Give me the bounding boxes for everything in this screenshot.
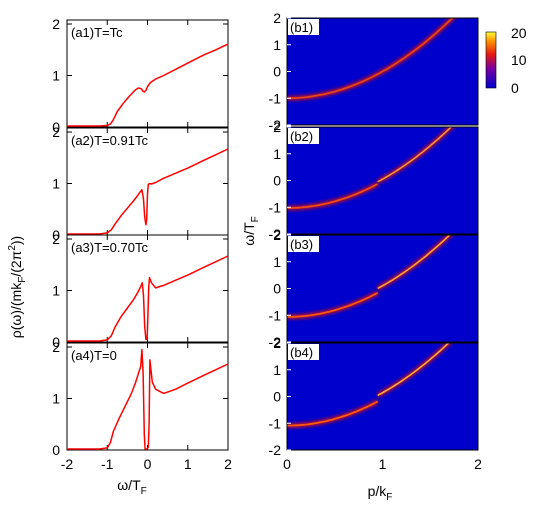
colorbar [485,31,497,89]
y-tick-label: 2 [273,227,281,243]
panel-label: (b3) [290,237,313,252]
left-panel-1: 0 1 2 (a1)T=Tc [52,16,229,135]
y-tick-label: -1 [269,90,282,106]
y-tick-label: 0 [273,173,281,189]
heatmap-panel-1: 2 1 0 -1 -2 (b1) [269,10,479,133]
right-heatmap-panels: 2 1 0 -1 -2 (b1) 2 1 0 -1 -2 (b2) 2 1 0 -1 -2 (b3) 2 1 0 -1 -2… [269,10,483,472]
heatmap-panel-4: 2 1 0 -1 -2 (b4) [269,335,479,458]
dispersion-band [287,127,455,211]
x-tick-label: 2 [474,456,482,472]
y-tick-label: -2 [269,117,282,133]
left-y-axis-label: ρ(ω)/(mkF/(2π2)) [7,236,28,338]
left-x-axis-label: ω/TF [117,477,146,497]
right-y-axis-label: ω/TF [241,216,261,245]
y-tick-label: 2 [52,16,60,32]
left-panel-4: 0 1 2 (a4)T=0 [52,339,229,458]
y-tick-label: 1 [273,146,281,162]
colorbar-tick-0: 0 [511,80,519,96]
left-panel-3: 0 1 2 (a3)T=0.70Tc [52,231,229,350]
y-tick-label: 1 [273,37,281,53]
colorbar-gradient [485,31,497,89]
y-tick-label: -1 [269,307,282,323]
panel-label-box [288,344,319,360]
colorbar-tick-20: 20 [511,25,527,41]
y-tick-label: 0 [273,389,281,405]
series-line [67,148,229,235]
heatmap-background [287,343,478,450]
y-tick-label: 0 [52,334,60,350]
y-tick-label: 1 [52,391,60,407]
y-tick-label: -2 [269,442,282,458]
series-line [67,348,229,450]
band-core-upper [377,127,453,183]
x-tick-label: -1 [101,456,114,472]
y-tick-label: 2 [52,339,60,355]
y-tick-label: -1 [269,199,282,215]
panel-label: (b2) [290,129,313,144]
band-core-lower [287,183,379,209]
left-line-panels: 0 1 2 (a1)T=Tc 0 1 2 (a2)T=0.91Tc 0 1 2 (a3)T=0.70T… [52,16,232,472]
band-core-upper [377,235,451,290]
y-tick-label: 2 [273,119,281,135]
panel-frame [66,19,229,128]
panel-label: (a2)T=0.91Tc [71,133,148,148]
heatmap-panel-3: 2 1 0 -1 -2 (b3) [269,227,479,350]
heatmap-panel-2: 2 1 0 -1 -2 (b2) [269,119,479,242]
y-tick-label: 2 [52,124,60,140]
y-tick-label: 1 [273,362,281,378]
y-tick-label: 2 [273,335,281,351]
series-line [67,43,229,127]
y-tick-label: 2 [52,231,60,247]
y-tick-label: 1 [52,176,60,192]
band-core-lower [287,292,379,318]
panel-label: (b1) [290,20,313,35]
y-tick-label: 0 [52,119,60,135]
y-tick-label: 0 [273,64,281,80]
panel-label: (a1)T=Tc [71,25,123,40]
panel-label: (a3)T=0.70Tc [71,240,148,255]
dispersion-band [287,18,456,101]
right-x-axis-label: p/kF [368,483,393,503]
panel-label: (a4)T=0 [71,348,117,363]
panel-label-box [288,19,319,35]
y-tick-label: -2 [269,226,282,242]
dispersion-band [287,235,454,320]
x-tick-label: 1 [184,456,192,472]
panel-label-box [288,236,319,252]
band-core-upper [377,343,450,397]
panel-label-box [288,128,319,144]
x-tick-label: 1 [379,456,387,472]
x-tick-label: 0 [144,456,152,472]
series-line [67,255,229,342]
dispersion-band [287,343,453,429]
x-tick-label: -2 [61,456,74,472]
y-tick-label: 0 [52,227,60,243]
y-tick-label: 1 [273,254,281,270]
x-tick-label: 2 [224,456,232,472]
y-tick-label: 0 [273,281,281,297]
panel-frame [66,342,229,451]
colorbar-tick-10: 10 [511,52,527,68]
band-core-lower [287,18,454,100]
panel-label: (b4) [290,345,313,360]
band-core-lower [287,400,379,427]
y-tick-label: 1 [52,283,60,299]
y-tick-label: 2 [273,10,281,26]
y-tick-label: -1 [269,415,282,431]
left-panel-2: 0 1 2 (a2)T=0.91Tc [52,124,229,243]
x-tick-label: 0 [283,456,291,472]
y-tick-label: 0 [52,442,60,458]
y-tick-label: -2 [269,334,282,350]
y-tick-label: 1 [52,68,60,84]
